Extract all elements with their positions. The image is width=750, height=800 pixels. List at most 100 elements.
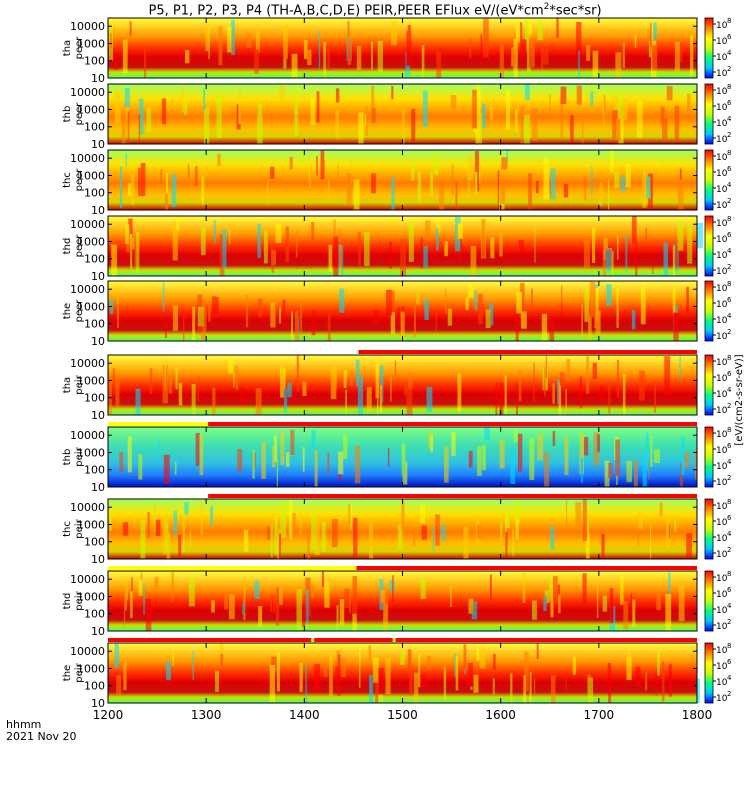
texture-stripe bbox=[535, 180, 539, 194]
texture-stripe bbox=[352, 603, 357, 631]
texture-stripe bbox=[357, 375, 364, 415]
texture-stripe bbox=[205, 28, 209, 52]
texture-stripe bbox=[406, 31, 412, 66]
texture-stripe bbox=[468, 662, 473, 687]
texture-stripe bbox=[140, 520, 146, 559]
colorbar-3 bbox=[704, 215, 714, 277]
texture-stripe bbox=[556, 18, 559, 38]
texture-stripe bbox=[337, 164, 339, 189]
texture-stripe bbox=[549, 316, 555, 341]
texture-stripe bbox=[289, 157, 293, 170]
texture-stripe bbox=[350, 160, 353, 185]
texture-stripe bbox=[397, 524, 403, 550]
texture-stripe bbox=[138, 168, 141, 197]
texture-stripe bbox=[626, 656, 632, 681]
texture-stripe bbox=[373, 310, 380, 324]
panel-label-probe: the bbox=[62, 665, 73, 681]
texture-stripe bbox=[666, 514, 671, 548]
colorbar-tick-exponent: 6 bbox=[727, 231, 732, 239]
texture-stripe bbox=[631, 310, 636, 330]
texture-stripe bbox=[430, 435, 434, 453]
y-tick-label: 1000 bbox=[77, 662, 105, 675]
colorbar-tick-exponent: 6 bbox=[727, 586, 732, 594]
spectrogram-thc-peer bbox=[108, 150, 697, 210]
texture-stripe bbox=[295, 230, 298, 258]
texture-stripe bbox=[117, 295, 119, 328]
texture-stripe bbox=[444, 446, 449, 483]
colorbar-tick-label: 10 bbox=[716, 430, 728, 440]
colorbar-tick-exponent: 8 bbox=[727, 426, 731, 434]
texture-stripe bbox=[134, 236, 137, 270]
texture-stripe bbox=[257, 103, 263, 144]
texture-stripe bbox=[512, 529, 514, 557]
texture-stripe bbox=[131, 577, 133, 599]
colorbar-tick-label: 10 bbox=[716, 69, 728, 79]
texture-stripe bbox=[375, 671, 379, 703]
texture-stripe bbox=[653, 385, 656, 413]
panel-label-species: peir bbox=[74, 590, 85, 610]
texture-stripe bbox=[620, 176, 626, 192]
texture-stripe bbox=[434, 152, 439, 176]
texture-stripe bbox=[423, 245, 428, 268]
colorbar-tick-label: 10 bbox=[716, 678, 728, 688]
texture-stripe bbox=[659, 502, 663, 517]
colorbar-tick-exponent: 6 bbox=[727, 296, 732, 304]
texture-stripe bbox=[408, 371, 413, 389]
texture-stripe bbox=[294, 311, 299, 341]
colorbar-tick-exponent: 4 bbox=[727, 115, 732, 123]
texture-stripe bbox=[472, 89, 477, 129]
texture-stripe bbox=[592, 362, 597, 380]
texture-stripe bbox=[391, 85, 394, 100]
texture-stripe bbox=[606, 284, 612, 306]
texture-stripe bbox=[591, 165, 593, 196]
flag-bar-segment-9-2 bbox=[392, 638, 396, 642]
texture-stripe bbox=[287, 382, 292, 398]
texture-stripe bbox=[543, 158, 550, 200]
texture-stripe bbox=[108, 378, 113, 415]
texture-stripe bbox=[290, 429, 295, 455]
colorbar-tick-label: 10 bbox=[716, 374, 728, 384]
panel-label-probe: the bbox=[62, 303, 73, 319]
spectrogram-texture-2 bbox=[120, 150, 684, 210]
texture-stripe bbox=[328, 244, 333, 272]
texture-stripe bbox=[520, 106, 524, 144]
texture-stripe bbox=[681, 437, 685, 475]
y-tick-label: 10000 bbox=[70, 20, 105, 33]
texture-stripe bbox=[208, 305, 211, 322]
colorbar-tick-label: 10 bbox=[716, 390, 728, 400]
texture-stripe bbox=[300, 302, 303, 335]
texture-stripe bbox=[533, 362, 535, 402]
texture-stripe bbox=[338, 451, 344, 475]
texture-stripe bbox=[327, 453, 330, 475]
texture-stripe bbox=[187, 164, 190, 178]
texture-stripe bbox=[371, 41, 373, 70]
texture-stripe bbox=[529, 672, 532, 703]
texture-stripe bbox=[515, 109, 518, 132]
y-tick-label: 10000 bbox=[70, 283, 105, 296]
texture-stripe bbox=[469, 38, 472, 59]
texture-stripe bbox=[279, 307, 282, 324]
texture-stripe bbox=[276, 458, 279, 487]
texture-stripe bbox=[321, 521, 326, 552]
texture-stripe bbox=[122, 522, 129, 536]
texture-stripe bbox=[544, 452, 550, 487]
texture-stripe bbox=[154, 576, 159, 589]
colorbar-tick-label: 10 bbox=[716, 646, 728, 656]
texture-stripe bbox=[584, 289, 589, 322]
texture-stripe bbox=[603, 237, 608, 260]
texture-stripe bbox=[582, 437, 589, 456]
texture-stripe bbox=[586, 356, 590, 394]
texture-stripe bbox=[127, 183, 132, 196]
colorbar-tick-exponent: 4 bbox=[727, 49, 732, 57]
texture-stripe bbox=[203, 107, 210, 144]
texture-stripe bbox=[450, 95, 457, 108]
texture-stripe bbox=[474, 151, 480, 192]
texture-stripe bbox=[582, 573, 587, 604]
texture-stripe bbox=[129, 20, 132, 37]
colorbar-tick-label: 10 bbox=[716, 316, 728, 326]
texture-stripe bbox=[377, 40, 383, 72]
texture-stripe bbox=[537, 20, 543, 41]
texture-stripe bbox=[660, 106, 665, 125]
texture-stripe bbox=[254, 49, 259, 74]
texture-stripe bbox=[634, 35, 637, 48]
